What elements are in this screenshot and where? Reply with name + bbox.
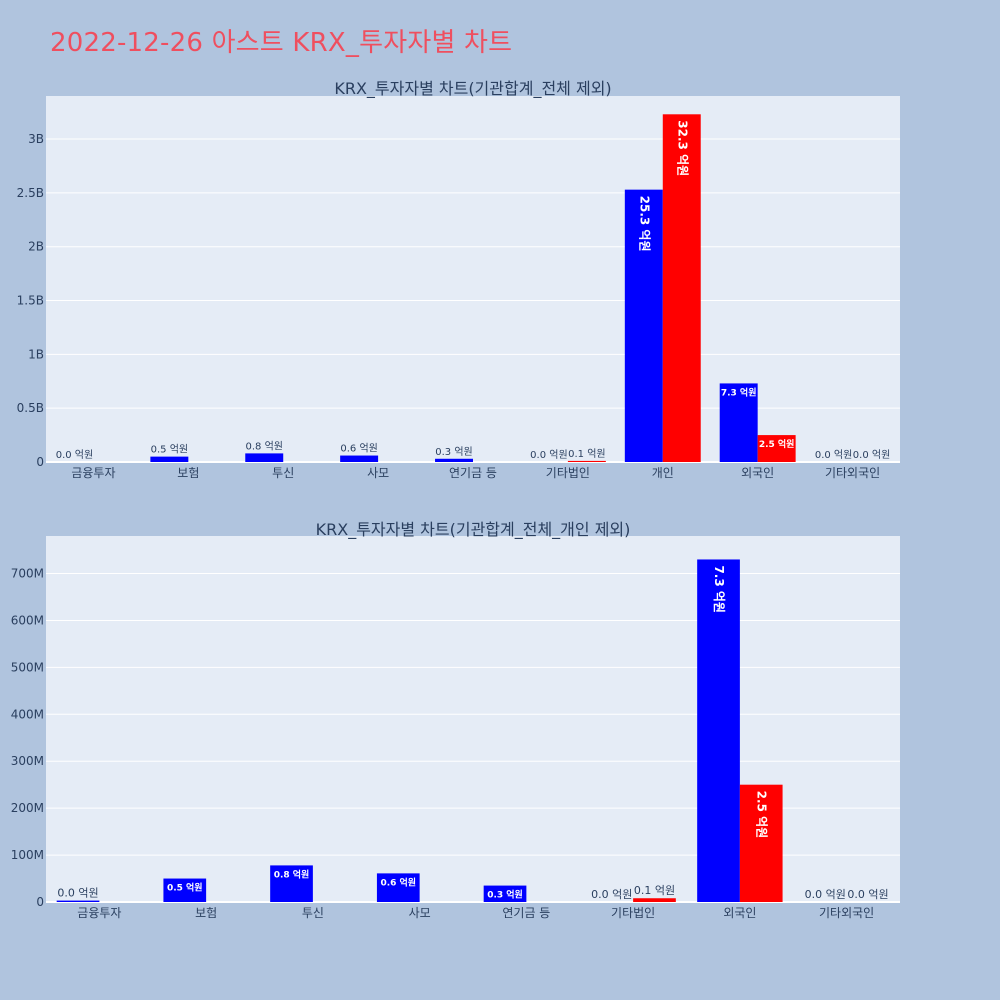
- x-tick-label: 사모: [367, 466, 389, 480]
- y-tick-label: 700M: [11, 567, 44, 581]
- bar: [340, 455, 379, 462]
- data-label: 0.6 억원: [380, 876, 416, 888]
- data-label: 0.3 억원: [435, 446, 472, 458]
- data-label: 0.6 억원: [340, 443, 377, 455]
- bar: [483, 885, 527, 902]
- bar: [435, 458, 473, 462]
- data-label: 0.3 억원: [487, 889, 523, 901]
- y-tick-label: 400M: [11, 707, 44, 721]
- data-label: 0.0 억원: [591, 888, 632, 901]
- x-tick-label: 외국인: [741, 466, 774, 480]
- x-tick-label: 외국인: [723, 906, 756, 920]
- data-label: 0.0 억원: [530, 449, 567, 461]
- bar: [567, 460, 606, 462]
- bar: [270, 865, 313, 902]
- x-tick-label: 보험: [177, 466, 199, 480]
- y-tick-label: 300M: [11, 754, 44, 768]
- top-bar-chart: 0 0.5B 1B 1.5B 2B 2.5B 3B KRX_투자자별 차트(기관합계_전체 제…: [17, 79, 900, 480]
- x-tick-label: 연기금 등: [449, 466, 497, 480]
- data-label: 7.3 억원: [712, 565, 726, 613]
- x-tick-label: 기타법인: [611, 906, 655, 920]
- data-label: 0.0 억원: [805, 888, 846, 901]
- x-tick-label: 금융투자: [71, 466, 115, 480]
- bar: [245, 453, 284, 462]
- y-tick-label: 2.5B: [17, 186, 44, 200]
- bar: [739, 784, 783, 902]
- data-label: 7.3 억원: [721, 386, 757, 398]
- data-label: 25.3 억원: [637, 196, 651, 252]
- x-tick-label: 보험: [195, 906, 217, 920]
- bar: [624, 189, 663, 462]
- data-label: 0.1 억원: [634, 884, 675, 897]
- data-label: 2.5 억원: [755, 791, 769, 839]
- y-tick-label: 0: [36, 455, 44, 469]
- y-tick-label: 2B: [28, 240, 44, 254]
- data-label: 2.5 억원: [759, 438, 795, 450]
- data-label: 0.0 억원: [815, 449, 852, 461]
- bar: [633, 898, 676, 902]
- data-label: 0.0 억원: [853, 449, 890, 461]
- x-tick-label: 기타외국인: [825, 466, 880, 480]
- bar: [719, 383, 758, 462]
- y-tick-label: 500M: [11, 660, 44, 674]
- y-tick-label: 0: [36, 895, 44, 909]
- data-label: 0.5 억원: [151, 444, 188, 456]
- data-label: 0.0 억원: [847, 888, 888, 901]
- data-label: 0.0 억원: [57, 887, 98, 900]
- x-tick-label: 개인: [652, 466, 674, 480]
- bar: [376, 873, 420, 902]
- data-label: 32.3 억원: [675, 120, 689, 176]
- x-tick-label: 기타외국인: [819, 906, 874, 920]
- bar: [56, 900, 100, 902]
- chart-title: KRX_투자자별 차트(기관합계_전체_개인 제외): [316, 520, 631, 540]
- bar: [662, 114, 701, 463]
- data-label: 0.8 억원: [246, 440, 283, 452]
- x-tick-label: 사모: [409, 906, 431, 920]
- x-tick-label: 금융투자: [77, 906, 121, 920]
- bar: [163, 878, 207, 902]
- y-tick-label: 100M: [11, 848, 44, 862]
- x-tick-label: 투신: [272, 466, 294, 480]
- bar: [697, 559, 740, 902]
- data-label: 0.5 억원: [167, 882, 203, 894]
- bottom-bar-chart: 0 100M 200M 300M 400M 500M 600M 700M KRX_투자자별 차트…: [11, 520, 900, 920]
- chart-title: KRX_투자자별 차트(기관합계_전체 제외): [334, 79, 611, 99]
- y-tick-label: 600M: [11, 613, 44, 627]
- y-tick-label: 3B: [28, 132, 44, 146]
- x-tick-label: 기타법인: [546, 466, 590, 480]
- x-tick-label: 투신: [302, 906, 324, 920]
- y-tick-label: 200M: [11, 801, 44, 815]
- plot-area: [46, 96, 900, 462]
- bar: [150, 456, 189, 462]
- data-label: 0.8 억원: [274, 868, 310, 880]
- x-tick-label: 연기금 등: [502, 906, 550, 920]
- data-label: 0.0 억원: [56, 449, 93, 461]
- y-tick-label: 0.5B: [17, 401, 44, 415]
- data-label: 0.1 억원: [568, 448, 605, 460]
- y-tick-label: 1B: [28, 347, 44, 361]
- page-title: 2022-12-26 아스트 KRX_투자자별 차트: [50, 28, 513, 58]
- bar: [757, 435, 796, 462]
- y-tick-label: 1.5B: [17, 294, 44, 308]
